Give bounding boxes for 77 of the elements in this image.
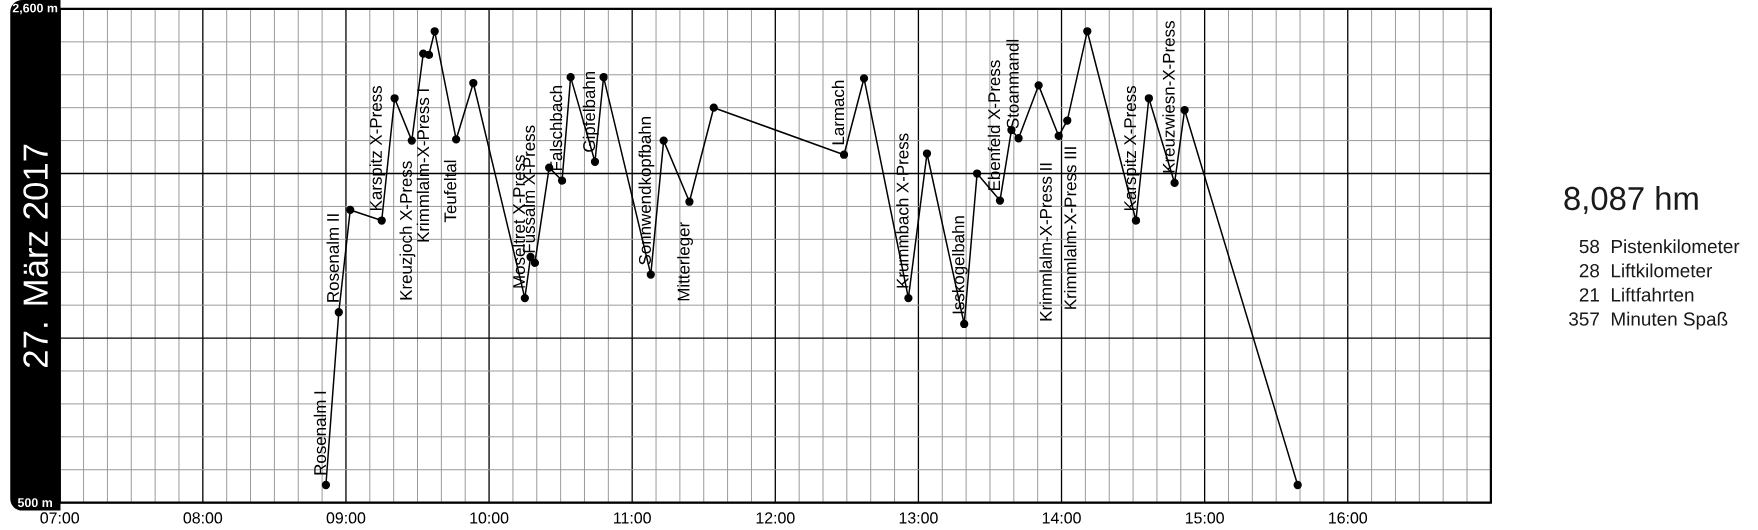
point	[566, 73, 575, 82]
point	[1170, 179, 1179, 188]
text: 27. März 2017	[23, 144, 48, 368]
point	[839, 150, 849, 160]
annotation: Karspitz X-Press	[369, 86, 386, 211]
point	[859, 74, 869, 83]
point	[1034, 81, 1043, 90]
x-tick-label: 16:00	[1329, 512, 1368, 524]
point	[1131, 216, 1141, 225]
point	[904, 294, 913, 303]
point	[377, 216, 386, 225]
x-tick-label: 08:00	[183, 512, 223, 524]
x-tick-label: 09:00	[326, 512, 366, 524]
point	[685, 197, 694, 207]
annotation: Krimmlalm-X-Press III	[1063, 147, 1077, 310]
text: 357	[1569, 312, 1599, 326]
annotation: Falschbach	[549, 86, 563, 171]
annotation: Sonnwendkopfbahn	[638, 117, 655, 265]
point	[346, 206, 355, 215]
text: Minuten Spaß	[1611, 312, 1728, 330]
text: 28	[1579, 264, 1600, 278]
point	[590, 157, 600, 167]
text: 58	[1579, 240, 1600, 254]
point	[1063, 116, 1072, 126]
point	[530, 258, 539, 268]
x-tick-label: 14:00	[1042, 512, 1081, 524]
point	[646, 270, 655, 279]
point	[1144, 94, 1153, 103]
y-tick-label: 2,600 m	[12, 3, 58, 15]
point	[390, 94, 399, 103]
x-tick-label: 07:00	[40, 512, 80, 524]
point	[526, 253, 535, 262]
point	[1014, 134, 1023, 143]
point	[469, 79, 478, 88]
point	[557, 176, 567, 185]
point	[659, 136, 668, 145]
text: Liftkilometer	[1611, 263, 1713, 278]
point	[1054, 132, 1063, 141]
annotation: Krimmlalm-X-Press II	[1039, 163, 1052, 321]
x-tick-label: 11:00	[614, 512, 651, 524]
y-tick-label: 500 m	[17, 498, 52, 508]
point	[995, 196, 1005, 205]
annotation: Ebenfeld X-Press	[987, 60, 1001, 191]
point	[334, 308, 343, 317]
text: 21	[1579, 288, 1599, 302]
annotation: Karspitz X-Press	[1123, 86, 1140, 211]
x-tick-label: 15:00	[1185, 512, 1224, 524]
x-tick-label: 12:00	[756, 512, 795, 524]
point	[922, 149, 932, 158]
point	[520, 294, 529, 303]
point	[709, 103, 718, 113]
point	[1083, 27, 1092, 36]
x-tick-label: 10:00	[470, 512, 509, 524]
point	[321, 481, 331, 490]
point	[599, 73, 608, 82]
point	[424, 50, 434, 60]
annotation: Rosenalm I	[313, 392, 327, 475]
annotation: Larmach	[831, 81, 845, 145]
point	[430, 27, 439, 36]
annotation: Kreuzwiesn-X-Press	[1162, 21, 1175, 173]
annotation: Stoanmandl	[1006, 40, 1019, 129]
point	[407, 136, 416, 145]
annotation: Teufeltal	[443, 160, 457, 223]
annotation: Rosenalm II	[326, 214, 339, 302]
text: 8,087 hm	[1564, 186, 1698, 215]
text: Pistenkilometer	[1611, 239, 1740, 254]
annotation: Kreuzjoch X-Press	[399, 161, 416, 300]
point	[972, 169, 982, 178]
point	[1180, 106, 1189, 115]
x-tick-label: 13:00	[899, 512, 938, 524]
text: Liftfahrten	[1611, 287, 1694, 302]
point	[960, 320, 969, 329]
annotation: Gipfelbahn	[582, 72, 599, 152]
point	[1293, 481, 1302, 490]
annotation: Mitterleger	[677, 222, 693, 301]
point	[452, 135, 461, 144]
annotation: Isskogelbahn	[951, 216, 968, 314]
